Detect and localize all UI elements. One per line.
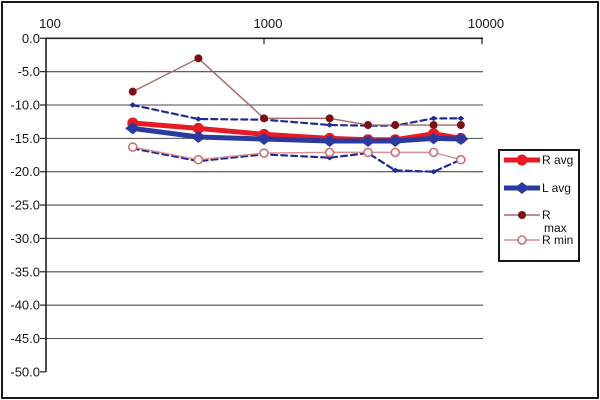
dashed_upper-marker: [129, 102, 137, 108]
r-avg-line-sample-icon: [504, 154, 540, 166]
dashed_lower-marker: [430, 168, 438, 175]
r-min-line-sample-icon: [504, 235, 540, 245]
r_max-marker: [429, 121, 438, 130]
y-tick-label: -20.0: [10, 164, 40, 179]
r_max-marker: [518, 211, 526, 219]
r_min-marker: [259, 148, 269, 158]
l_avg-marker: [387, 135, 403, 148]
legend-label-r-max-line1: R: [542, 208, 551, 222]
series-line-dashed_upper: [131, 103, 462, 127]
series-line-dashed_lower: [131, 147, 462, 173]
r_avg-marker: [516, 154, 528, 166]
x-tick-label: 100: [39, 16, 61, 31]
r_min-marker: [390, 147, 401, 158]
l_avg-marker: [190, 131, 206, 144]
l-avg-line-sample-icon: [504, 182, 540, 194]
legend-label-r-avg: R avg: [542, 153, 574, 167]
legend: R avg L avg R max R min: [498, 149, 580, 262]
legend-label-l-avg: L avg: [542, 181, 571, 195]
dashed_lower-marker: [391, 167, 399, 174]
r_max-marker: [325, 114, 334, 123]
x-tick-label: 1000: [254, 16, 283, 31]
r_max-marker: [128, 87, 137, 96]
y-tick-label: -35.0: [10, 264, 40, 279]
r_max-marker: [364, 121, 373, 130]
r_min-marker: [456, 154, 466, 165]
r_avg-marker: [192, 122, 204, 134]
x-tick-label: 10000: [468, 16, 504, 31]
dashed_upper-marker: [326, 122, 334, 128]
r_max-marker: [194, 54, 203, 63]
dashed_upper-marker: [430, 115, 438, 122]
y-tick-label: -15.0: [10, 131, 40, 146]
dashed_lower-marker: [326, 154, 334, 161]
r_min-marker: [517, 235, 527, 245]
r_min-marker: [127, 142, 138, 152]
r_min-marker: [363, 147, 373, 158]
dashed_upper-marker: [457, 115, 465, 122]
dashed_upper-marker: [194, 116, 202, 122]
series-line-r_max: [132, 57, 462, 126]
l_avg-marker: [360, 135, 376, 148]
y-tick-label: -10.0: [10, 98, 40, 113]
legend-entry-r-min: R min: [503, 232, 573, 248]
r_max-marker: [456, 121, 465, 130]
y-tick-label: -50.0: [10, 364, 40, 379]
l_avg-marker: [453, 133, 469, 146]
r_max-marker: [391, 121, 400, 130]
legend-entry-l-avg: L avg: [503, 180, 571, 196]
y-tick-label: -45.0: [10, 331, 40, 346]
series-line-r_min: [132, 146, 462, 161]
l_avg-marker: [426, 132, 442, 145]
y-tick-label: -30.0: [10, 231, 40, 246]
r_min-marker: [428, 147, 439, 158]
legend-label-r-max-line2: max: [544, 221, 567, 235]
r_max-marker: [260, 114, 268, 123]
legend-label-r-min: R min: [542, 233, 574, 247]
l_avg-marker: [125, 122, 141, 135]
l_avg-marker: [514, 182, 530, 194]
legend-entry-r-avg: R avg: [503, 152, 573, 168]
y-tick-label: -5.0: [18, 64, 40, 79]
r_min-marker: [324, 147, 335, 158]
legend-entry-r-max: R: [503, 207, 551, 223]
y-tick-label: -40.0: [10, 298, 40, 313]
r-max-line-sample-icon: [504, 211, 540, 219]
y-tick-label: 0.0: [22, 31, 40, 46]
y-tick-label: -25.0: [10, 198, 40, 213]
l_avg-marker: [322, 135, 338, 148]
l_avg-marker: [256, 133, 272, 146]
r_min-marker: [193, 154, 204, 165]
